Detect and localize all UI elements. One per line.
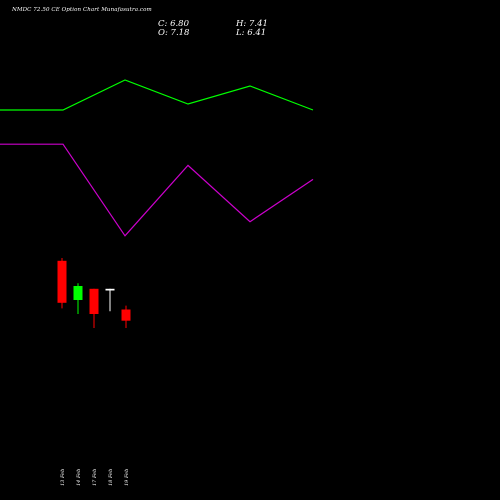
candle-body — [105, 288, 115, 291]
x-tick-label: 18 Feb — [108, 469, 114, 486]
x-tick-label: 14 Feb — [76, 469, 82, 486]
x-tick-label: 17 Feb — [92, 469, 98, 486]
candle-body — [73, 286, 83, 300]
series-line-1 — [0, 79, 314, 111]
candle-body — [57, 260, 67, 303]
candle-body — [121, 309, 131, 321]
chart-title: NMDC 72.50 CE Option Chart Munafasutra.c… — [12, 7, 152, 13]
high-value: H: 7.41 — [236, 19, 268, 29]
open-value: O: 7.18 — [158, 28, 190, 38]
x-tick-label: 19 Feb — [124, 469, 130, 486]
candle-body — [89, 288, 99, 314]
close-value: C: 6.80 — [158, 19, 189, 29]
low-value: L: 6.41 — [236, 28, 267, 38]
series-line-2 — [0, 143, 314, 237]
x-tick-label: 13 Feb — [60, 469, 66, 486]
